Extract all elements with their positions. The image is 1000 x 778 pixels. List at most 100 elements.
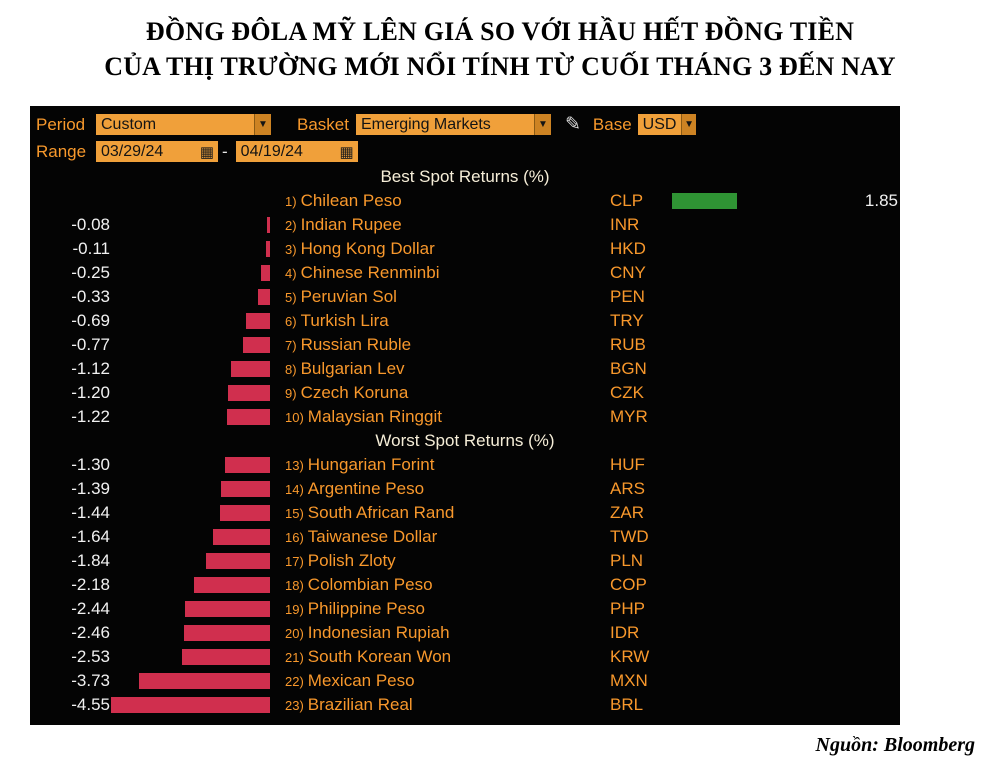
return-value-left: -2.18 — [71, 575, 110, 595]
currency-label: 9) Czech Koruna — [270, 383, 610, 403]
negative-return-bar — [205, 553, 270, 570]
chevron-down-icon[interactable]: ▼ — [254, 114, 271, 136]
currency-label: 13) Hungarian Forint — [270, 455, 610, 475]
range-end-input[interactable]: 04/19/24 ▦ — [235, 141, 358, 163]
positive-bar-area — [672, 453, 848, 477]
table-row: -1.84 17) Polish Zloty PLN — [30, 549, 900, 573]
currency-name: Chinese Renminbi — [300, 263, 440, 283]
currency-label: 22) Mexican Peso — [270, 671, 610, 691]
negative-return-bar — [212, 529, 270, 546]
range-label: Range — [36, 141, 87, 161]
negative-bar-area — [110, 693, 270, 717]
currency-code: IDR — [610, 623, 640, 643]
title-line-2: CỦA THỊ TRƯỜNG MỚI NỔI TÍNH TỪ CUỐI THÁN… — [104, 52, 896, 82]
currency-label: 8) Bulgarian Lev — [270, 359, 610, 379]
return-value-right: 1.85 — [864, 191, 898, 211]
terminal-panel: Period Custom ▼ Basket Emerging Markets … — [30, 106, 900, 726]
calendar-icon[interactable]: ▦ — [199, 143, 214, 161]
negative-bar-area — [110, 213, 270, 237]
negative-return-bar — [245, 313, 270, 330]
return-value-left: -1.44 — [71, 503, 110, 523]
return-value-left: -0.25 — [71, 263, 110, 283]
basket-select[interactable]: Emerging Markets ▼ — [355, 114, 551, 136]
negative-bar-area — [110, 597, 270, 621]
title-line-1: ĐỒNG ĐÔLA MỸ LÊN GIÁ SO VỚI HẦU HẾT ĐỒNG… — [145, 17, 855, 46]
rank-number: 23) — [285, 698, 304, 714]
negative-return-bar — [183, 625, 270, 642]
negative-return-bar — [230, 361, 270, 378]
table-row: -0.77 7) Russian Ruble RUB — [30, 333, 900, 357]
negative-return-bar — [243, 337, 270, 354]
base-select[interactable]: USD ▼ — [637, 114, 696, 136]
section-header: Worst Spot Returns (%) — [375, 431, 555, 451]
chevron-down-icon[interactable]: ▼ — [681, 114, 696, 136]
rank-number: 7) — [285, 338, 297, 354]
positive-bar-area — [672, 549, 848, 573]
positive-bar-area — [672, 597, 848, 621]
calendar-icon[interactable]: ▦ — [339, 143, 354, 161]
rank-number: 4) — [285, 266, 297, 282]
return-value-left: -1.84 — [71, 551, 110, 571]
currency-code: CZK — [610, 383, 644, 403]
currency-code: TRY — [610, 311, 644, 331]
negative-bar-area — [110, 501, 270, 525]
rank-number: 21) — [285, 650, 304, 666]
positive-bar-area — [672, 573, 848, 597]
period-select[interactable]: Custom ▼ — [96, 114, 271, 136]
negative-return-bar — [258, 289, 270, 306]
currency-name: Taiwanese Dollar — [307, 527, 438, 547]
rank-number: 2) — [285, 218, 297, 234]
chevron-down-icon[interactable]: ▼ — [533, 114, 551, 136]
negative-bar-area — [110, 189, 270, 213]
table-row: -2.44 19) Philippine Peso PHP — [30, 597, 900, 621]
positive-bar-area — [672, 357, 848, 381]
negative-bar-area — [110, 237, 270, 261]
rank-number: 19) — [285, 602, 304, 618]
table-row: -0.69 6) Turkish Lira TRY — [30, 309, 900, 333]
table-row: -2.53 21) South Korean Won KRW — [30, 645, 900, 669]
edit-pencil-icon[interactable]: ✎ — [564, 114, 581, 136]
currency-code: PLN — [610, 551, 644, 571]
positive-bar-area — [672, 261, 848, 285]
negative-bar-area — [110, 405, 270, 429]
negative-return-bar — [219, 505, 270, 522]
rank-number: 16) — [285, 530, 304, 546]
negative-return-bar — [227, 409, 270, 426]
table-row: -0.33 5) Peruvian Sol PEN — [30, 285, 900, 309]
return-value-left: -4.55 — [71, 695, 110, 715]
range-start-value: 03/29/24 — [101, 142, 164, 160]
rank-number: 10) — [285, 410, 304, 426]
currency-name: Brazilian Real — [307, 695, 413, 715]
rank-number: 17) — [285, 554, 304, 570]
range-start-input[interactable]: 03/29/24 ▦ — [96, 141, 218, 163]
negative-bar-area — [110, 549, 270, 573]
currency-label: 21) South Korean Won — [270, 647, 610, 667]
negative-return-bar — [221, 481, 270, 498]
currency-label: 2) Indian Rupee — [270, 215, 610, 235]
negative-bar-area — [110, 645, 270, 669]
currency-code: PHP — [610, 599, 645, 619]
currency-code: MXN — [610, 671, 648, 691]
positive-bar-area — [672, 285, 848, 309]
table-row: -1.12 8) Bulgarian Lev BGN — [30, 357, 900, 381]
positive-bar-area — [672, 309, 848, 333]
currency-label: 6) Turkish Lira — [270, 311, 610, 331]
currency-label: 20) Indonesian Rupiah — [270, 623, 610, 643]
negative-return-bar — [228, 385, 270, 402]
table-row: -1.44 15) South African Rand ZAR — [30, 501, 900, 525]
currency-name: Colombian Peso — [307, 575, 433, 595]
return-value-left: -3.73 — [71, 671, 110, 691]
currency-label: 4) Chinese Renminbi — [270, 263, 610, 283]
negative-return-bar — [193, 577, 270, 594]
currency-name: South African Rand — [307, 503, 455, 523]
currency-name: Czech Koruna — [300, 383, 409, 403]
return-value-left: -2.53 — [71, 647, 110, 667]
currency-code: BRL — [610, 695, 644, 715]
positive-bar-area — [672, 693, 848, 717]
currency-label: 3) Hong Kong Dollar — [270, 239, 610, 259]
basket-label: Basket — [297, 114, 349, 134]
negative-bar-area — [110, 261, 270, 285]
rank-number: 15) — [285, 506, 304, 522]
currency-name: Indonesian Rupiah — [307, 623, 450, 643]
currency-name: Bulgarian Lev — [300, 359, 405, 379]
